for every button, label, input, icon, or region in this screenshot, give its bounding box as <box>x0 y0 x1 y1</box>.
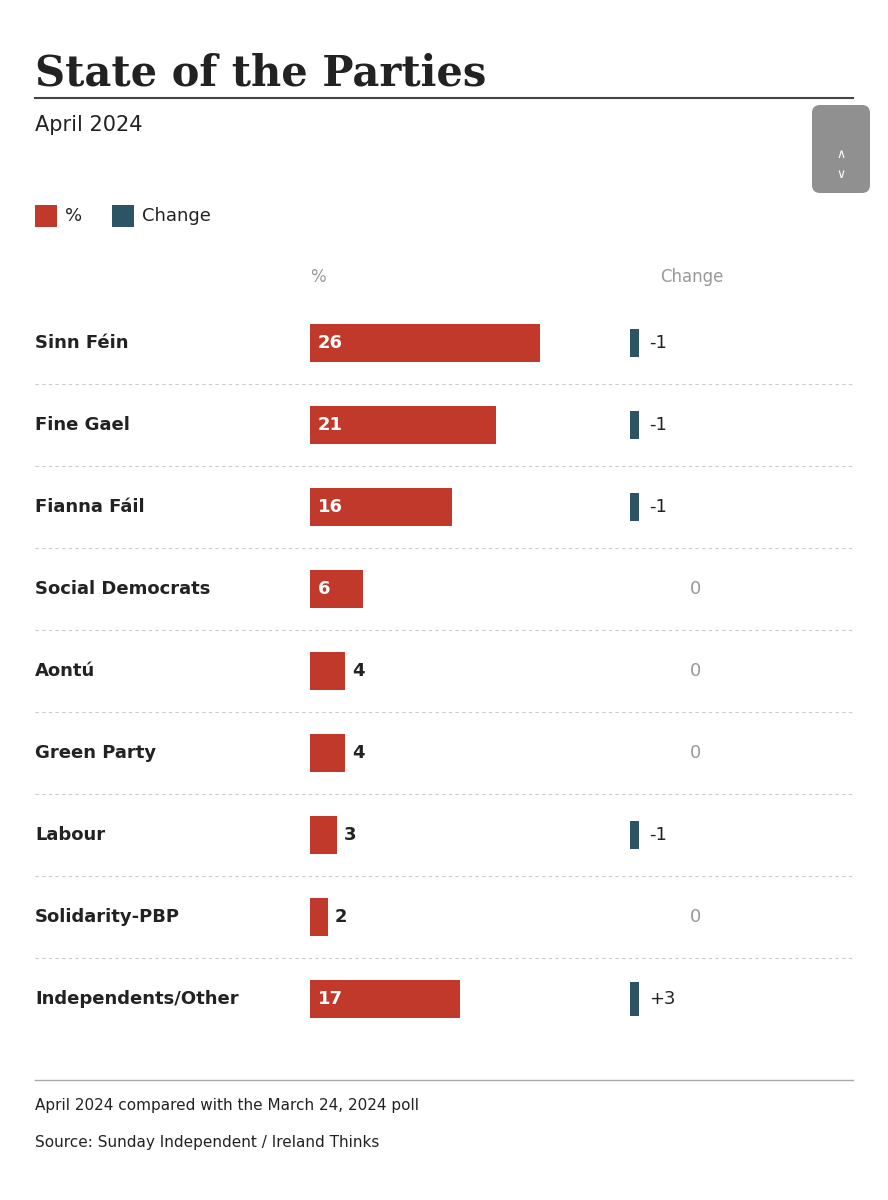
FancyBboxPatch shape <box>112 205 134 227</box>
FancyBboxPatch shape <box>35 205 57 227</box>
Text: April 2024 compared with the March 24, 2024 poll: April 2024 compared with the March 24, 2… <box>35 1098 419 1114</box>
Text: April 2024: April 2024 <box>35 115 142 134</box>
Text: Sinn Féin: Sinn Féin <box>35 334 129 352</box>
Text: 16: 16 <box>318 498 343 516</box>
Text: +3: +3 <box>649 990 676 1008</box>
Text: Change: Change <box>142 206 210 226</box>
Text: 0: 0 <box>690 908 702 926</box>
FancyBboxPatch shape <box>310 734 345 772</box>
FancyBboxPatch shape <box>630 493 639 521</box>
Text: %: % <box>310 268 326 286</box>
Text: %: % <box>65 206 82 226</box>
FancyBboxPatch shape <box>310 980 460 1018</box>
Text: -1: -1 <box>649 334 667 352</box>
Text: -1: -1 <box>649 826 667 844</box>
Text: 3: 3 <box>344 826 356 844</box>
Text: 21: 21 <box>318 416 343 434</box>
Text: ∨: ∨ <box>836 168 845 181</box>
FancyBboxPatch shape <box>310 652 345 690</box>
FancyBboxPatch shape <box>310 488 451 526</box>
Text: Solidarity-PBP: Solidarity-PBP <box>35 908 180 926</box>
FancyBboxPatch shape <box>630 329 639 356</box>
Text: Labour: Labour <box>35 826 105 844</box>
Text: 0: 0 <box>690 662 702 680</box>
Text: Aontú: Aontú <box>35 662 95 680</box>
FancyBboxPatch shape <box>310 406 496 444</box>
FancyBboxPatch shape <box>630 982 639 1016</box>
Text: 26: 26 <box>318 334 343 352</box>
FancyBboxPatch shape <box>310 324 540 362</box>
FancyBboxPatch shape <box>310 816 337 854</box>
Text: Fianna Fáil: Fianna Fáil <box>35 498 145 516</box>
FancyBboxPatch shape <box>812 104 870 193</box>
FancyBboxPatch shape <box>310 898 328 936</box>
Text: Source: Sunday Independent / Ireland Thinks: Source: Sunday Independent / Ireland Thi… <box>35 1135 379 1150</box>
FancyBboxPatch shape <box>630 412 639 439</box>
FancyBboxPatch shape <box>630 821 639 848</box>
Text: State of the Parties: State of the Parties <box>35 52 487 94</box>
Text: 6: 6 <box>318 580 330 598</box>
Text: Social Democrats: Social Democrats <box>35 580 210 598</box>
FancyBboxPatch shape <box>310 570 363 608</box>
Text: -1: -1 <box>649 498 667 516</box>
Text: 0: 0 <box>690 744 702 762</box>
Text: Green Party: Green Party <box>35 744 156 762</box>
Text: 4: 4 <box>353 744 365 762</box>
Text: ∧: ∧ <box>836 148 845 161</box>
Text: 0: 0 <box>690 580 702 598</box>
Text: -1: -1 <box>649 416 667 434</box>
Text: 2: 2 <box>335 908 347 926</box>
Text: Change: Change <box>660 268 724 286</box>
Text: Independents/Other: Independents/Other <box>35 990 239 1008</box>
Text: 4: 4 <box>353 662 365 680</box>
Text: Fine Gael: Fine Gael <box>35 416 130 434</box>
Text: 17: 17 <box>318 990 343 1008</box>
